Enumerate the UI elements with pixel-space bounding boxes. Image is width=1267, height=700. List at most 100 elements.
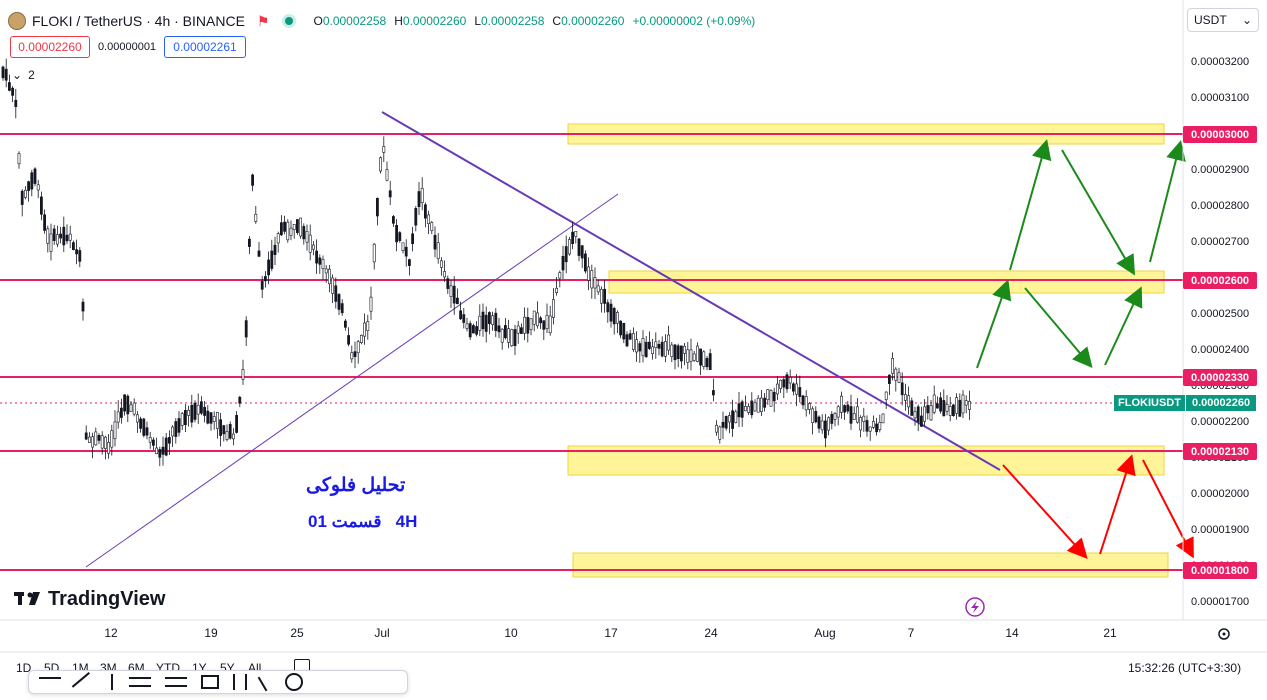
candle-body bbox=[955, 397, 959, 414]
time-axis-label: 10 bbox=[504, 626, 518, 640]
candle-body bbox=[865, 420, 869, 432]
candle-body bbox=[542, 320, 546, 330]
candle-body bbox=[935, 403, 939, 409]
candle-body bbox=[184, 410, 187, 426]
candle-body bbox=[555, 287, 559, 293]
axis-settings-icon bbox=[1218, 628, 1230, 640]
symbol-header[interactable]: FLOKI / TetherUS · 4h · BINANCE ⚑ O0.000… bbox=[8, 10, 755, 32]
sell-button[interactable]: 0.00002260 bbox=[10, 36, 90, 58]
spread-value: 0.00000001 bbox=[97, 41, 157, 53]
candle-body bbox=[868, 426, 872, 432]
candle-body bbox=[228, 424, 232, 439]
pitchfork-tool-icon[interactable] bbox=[233, 674, 247, 690]
indicators-toggle[interactable]: ⌄ 2 bbox=[12, 68, 35, 82]
candle-body bbox=[529, 318, 533, 331]
candle-body bbox=[395, 225, 399, 243]
candle-body bbox=[590, 270, 594, 289]
candle-body bbox=[743, 406, 747, 412]
candle-body bbox=[747, 406, 751, 413]
candle-body bbox=[350, 352, 354, 360]
candle-body bbox=[577, 238, 581, 256]
candle-body bbox=[635, 339, 639, 353]
candle-body bbox=[152, 439, 155, 446]
path-tool-icon[interactable] bbox=[257, 672, 275, 692]
green-arrow bbox=[976, 279, 1012, 369]
candle-body bbox=[263, 276, 267, 282]
candle-body bbox=[158, 449, 162, 458]
candle-body bbox=[603, 288, 607, 304]
price-axis-label: 0.00003200 bbox=[1191, 56, 1250, 68]
eye-tool-icon[interactable] bbox=[285, 673, 303, 691]
candle-body bbox=[436, 242, 440, 260]
candle-body bbox=[251, 174, 255, 186]
candle-body bbox=[779, 379, 783, 389]
candle-body bbox=[311, 244, 315, 250]
fib-tool-icon[interactable] bbox=[165, 677, 187, 687]
candle-body bbox=[705, 358, 709, 368]
candle-body bbox=[423, 204, 427, 219]
candle-body bbox=[919, 415, 923, 427]
candle-body bbox=[462, 314, 466, 323]
candle-body bbox=[939, 397, 943, 412]
clock-readout[interactable]: 15:32:26 (UTC+3:30) bbox=[1128, 661, 1242, 675]
candle-body bbox=[545, 314, 549, 329]
candle-body bbox=[209, 412, 213, 424]
candle-body bbox=[193, 402, 197, 420]
candle-body bbox=[449, 285, 453, 298]
level-tag: 0.00002600 bbox=[1183, 272, 1257, 289]
candle-body bbox=[785, 374, 789, 390]
candle-body bbox=[673, 344, 677, 361]
candle-body bbox=[523, 316, 527, 334]
candle-body bbox=[811, 408, 815, 423]
candle-body bbox=[859, 417, 863, 431]
symbol-title[interactable]: FLOKI / TetherUS · 4h · BINANCE bbox=[32, 13, 245, 29]
candle-body bbox=[769, 389, 773, 407]
candle-body bbox=[894, 368, 898, 381]
candle-body bbox=[257, 250, 261, 257]
candle-body bbox=[849, 406, 853, 424]
candle-body bbox=[494, 312, 498, 331]
ohlc-values: O0.00002258 H0.00002260 L0.00002258 C0.0… bbox=[313, 14, 756, 28]
candle-body bbox=[267, 259, 271, 276]
rectangle-tool-icon[interactable] bbox=[201, 675, 219, 689]
price-axis-label: 0.00003100 bbox=[1191, 92, 1250, 104]
candle-body bbox=[401, 242, 405, 251]
parallel-channel-tool-icon[interactable] bbox=[129, 677, 151, 687]
candle-body bbox=[270, 250, 274, 269]
buy-button[interactable]: 0.00002261 bbox=[164, 36, 246, 58]
vertical-line-tool-icon[interactable] bbox=[111, 674, 115, 690]
trendline-tool-icon[interactable] bbox=[71, 672, 101, 700]
candle-body bbox=[388, 190, 392, 198]
candle-body bbox=[548, 315, 552, 334]
candle-body bbox=[961, 394, 965, 414]
candle-body bbox=[78, 250, 82, 262]
candle-body bbox=[775, 383, 779, 395]
candle-body bbox=[123, 394, 127, 412]
timeframe-button[interactable]: 1D bbox=[16, 661, 32, 675]
analysis-subtitle: 4H قسمت 01 bbox=[308, 512, 418, 531]
time-axis-label: 12 bbox=[104, 626, 118, 640]
chevron-down-icon: ⌄ bbox=[1241, 13, 1252, 27]
candle-body bbox=[110, 430, 114, 448]
tradingview-watermark[interactable]: TradingView bbox=[48, 588, 166, 610]
horizontal-line-tool-icon[interactable] bbox=[39, 677, 61, 695]
candle-body bbox=[612, 307, 616, 325]
candle-body bbox=[343, 320, 347, 328]
candle-body bbox=[817, 416, 821, 429]
price-axis-label: 0.00002700 bbox=[1191, 236, 1250, 248]
candle-body bbox=[478, 315, 482, 331]
drawing-toolbar[interactable] bbox=[28, 670, 408, 700]
candle-body bbox=[126, 395, 130, 415]
flag-icon[interactable]: ⚑ bbox=[256, 12, 270, 29]
currency-select[interactable]: USDT ⌄ bbox=[1187, 8, 1259, 32]
candle-body bbox=[881, 413, 885, 424]
candle-body bbox=[139, 418, 143, 429]
candle-body bbox=[660, 341, 664, 357]
candle-body bbox=[129, 404, 133, 412]
candle-body bbox=[759, 397, 763, 412]
candle-body bbox=[142, 418, 146, 436]
chevron-down-icon[interactable]: ⌄ bbox=[12, 68, 23, 82]
candle-body bbox=[177, 418, 181, 433]
price-axis-label: 0.00002500 bbox=[1191, 308, 1250, 320]
